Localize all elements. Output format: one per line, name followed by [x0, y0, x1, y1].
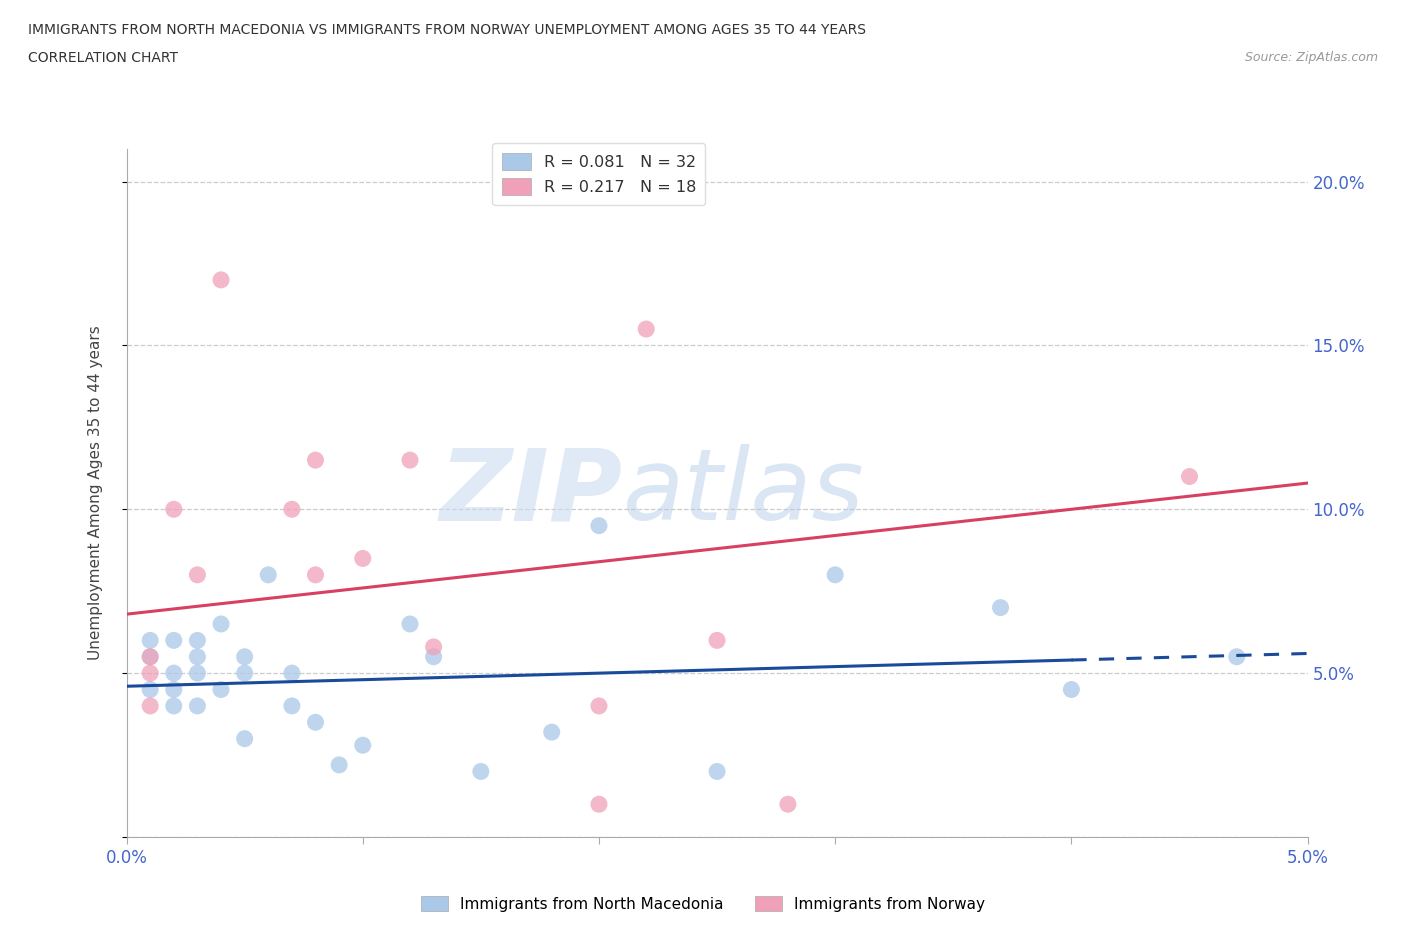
Text: IMMIGRANTS FROM NORTH MACEDONIA VS IMMIGRANTS FROM NORWAY UNEMPLOYMENT AMONG AGE: IMMIGRANTS FROM NORTH MACEDONIA VS IMMIG…: [28, 23, 866, 37]
Point: [209, 272, 232, 287]
Point: [636, 322, 658, 337]
Point: [304, 715, 326, 730]
Point: [588, 518, 610, 533]
Point: [139, 682, 162, 697]
Point: [399, 453, 422, 468]
Point: [824, 567, 846, 582]
Point: [186, 666, 208, 681]
Point: [281, 698, 304, 713]
Point: [186, 633, 208, 648]
Point: [776, 797, 799, 812]
Point: [163, 698, 186, 713]
Point: [186, 567, 208, 582]
Point: [706, 764, 728, 779]
Text: atlas: atlas: [623, 445, 865, 541]
Point: [399, 617, 422, 631]
Point: [1178, 469, 1201, 484]
Point: [139, 649, 162, 664]
Point: [706, 633, 728, 648]
Point: [139, 666, 162, 681]
Point: [163, 633, 186, 648]
Point: [304, 567, 326, 582]
Point: [352, 737, 374, 752]
Point: [990, 600, 1012, 615]
Point: [304, 453, 326, 468]
Point: [281, 666, 304, 681]
Point: [233, 649, 256, 664]
Legend: Immigrants from North Macedonia, Immigrants from Norway: Immigrants from North Macedonia, Immigra…: [415, 889, 991, 918]
Point: [163, 682, 186, 697]
Point: [163, 502, 186, 517]
Point: [588, 797, 610, 812]
Point: [281, 502, 304, 517]
Point: [470, 764, 492, 779]
Text: ZIP: ZIP: [440, 445, 623, 541]
Point: [233, 666, 256, 681]
Point: [209, 682, 232, 697]
Point: [139, 649, 162, 664]
Point: [139, 633, 162, 648]
Point: [257, 567, 280, 582]
Point: [328, 757, 350, 772]
Point: [163, 666, 186, 681]
Legend: R = 0.081   N = 32, R = 0.217   N = 18: R = 0.081 N = 32, R = 0.217 N = 18: [492, 143, 706, 205]
Point: [540, 724, 562, 739]
Point: [588, 698, 610, 713]
Point: [186, 649, 208, 664]
Point: [209, 617, 232, 631]
Text: Source: ZipAtlas.com: Source: ZipAtlas.com: [1244, 51, 1378, 64]
Point: [233, 731, 256, 746]
Point: [1060, 682, 1083, 697]
Point: [422, 640, 444, 655]
Text: CORRELATION CHART: CORRELATION CHART: [28, 51, 179, 65]
Point: [352, 551, 374, 565]
Y-axis label: Unemployment Among Ages 35 to 44 years: Unemployment Among Ages 35 to 44 years: [89, 326, 103, 660]
Point: [139, 698, 162, 713]
Point: [1226, 649, 1249, 664]
Point: [422, 649, 444, 664]
Point: [186, 698, 208, 713]
